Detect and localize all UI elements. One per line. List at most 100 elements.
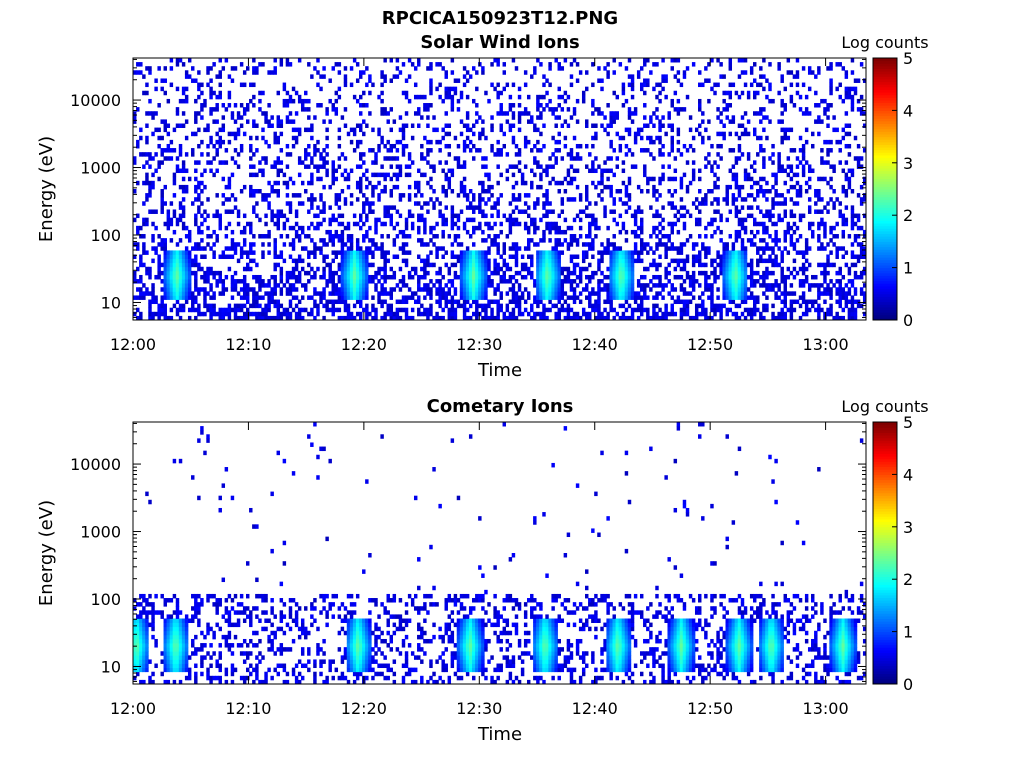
heatmap-cell: [413, 201, 418, 206]
heatmap-cell: [743, 250, 748, 255]
heatmap-cell: [291, 119, 296, 124]
heatmap-cell: [621, 103, 626, 108]
heatmap-cell: [569, 295, 574, 300]
heatmap-cell: [447, 299, 452, 305]
heatmap-cell: [151, 209, 155, 214]
heatmap-cell: [184, 279, 189, 284]
heatmap-cell: [749, 205, 754, 210]
heatmap-cell: [817, 193, 821, 198]
heatmap-cell: [282, 180, 287, 186]
heatmap-cell: [807, 225, 812, 231]
heatmap-cell: [478, 148, 482, 153]
heatmap-cell: [246, 299, 250, 305]
heatmap-cell: [832, 225, 836, 231]
heatmap-cell: [359, 303, 363, 309]
heatmap-cell: [429, 291, 433, 296]
heatmap-cell: [649, 262, 653, 268]
heatmap-cell: [206, 213, 210, 219]
heatmap-cell: [349, 258, 354, 264]
heatmap-cell: [811, 70, 815, 75]
heatmap-cell: [832, 201, 836, 206]
heatmap-cell: [548, 254, 552, 259]
heatmap-cell: [163, 148, 167, 153]
heatmap-cell: [261, 311, 265, 317]
heatmap-cell: [200, 221, 204, 227]
heatmap-cell: [548, 287, 552, 292]
heatmap-cell: [450, 262, 455, 268]
heatmap-cell: [242, 291, 247, 296]
heatmap-cell: [291, 295, 296, 300]
heatmap-cell: [276, 115, 280, 120]
heatmap-cell: [355, 242, 360, 247]
heatmap-cell: [505, 234, 510, 239]
heatmap-cell: [481, 291, 485, 296]
heatmap-cell: [279, 58, 284, 63]
heatmap-cell: [801, 168, 806, 174]
heatmap-cell: [817, 131, 821, 137]
heatmap-cell: [343, 295, 348, 300]
heatmap-cell: [713, 90, 717, 96]
heatmap-cell: [169, 307, 174, 313]
heatmap-cell: [423, 103, 427, 108]
heatmap-cell: [740, 270, 745, 276]
heatmap-cell: [743, 168, 748, 174]
heatmap-cell: [804, 303, 809, 309]
heatmap-cell: [551, 270, 555, 276]
heatmap-cell: [151, 311, 155, 317]
heatmap-cell: [594, 184, 598, 190]
heatmap-cell: [585, 266, 589, 272]
heatmap-cell: [209, 266, 213, 272]
heatmap-cell: [740, 283, 745, 288]
heatmap-cell: [151, 283, 155, 288]
heatmap-cell: [615, 111, 620, 116]
heatmap-cell: [493, 266, 497, 272]
heatmap-cell: [722, 274, 726, 280]
heatmap-cell: [490, 242, 494, 247]
heatmap-cell: [300, 160, 305, 165]
heatmap-cell: [487, 303, 491, 309]
heatmap-cell: [820, 209, 824, 214]
heatmap-cell: [413, 111, 418, 116]
heatmap-cell: [759, 283, 763, 288]
heatmap-cell: [661, 115, 665, 120]
heatmap-cell: [533, 221, 537, 227]
heatmap-cell: [472, 193, 476, 198]
heatmap-cell: [383, 274, 387, 280]
heatmap-cell: [670, 225, 674, 231]
heatmap-cell: [475, 274, 479, 280]
heatmap-cell: [481, 131, 485, 137]
heatmap-cell: [835, 315, 839, 321]
heatmap-cell: [838, 299, 842, 305]
heatmap-cell: [780, 279, 784, 284]
heatmap-cell: [572, 238, 577, 243]
heatmap-cell: [517, 299, 522, 305]
heatmap-cell: [487, 197, 491, 202]
heatmap-cell: [291, 98, 296, 104]
heatmap-cell: [542, 201, 546, 206]
heatmap-cell: [322, 148, 326, 153]
heatmap-cell: [627, 107, 632, 112]
heatmap-cell: [438, 201, 442, 206]
heatmap-cell: [386, 291, 390, 296]
heatmap-cell: [807, 246, 812, 251]
heatmap-cell: [643, 172, 647, 178]
heatmap-cell: [475, 250, 479, 255]
heatmap-cell: [701, 299, 705, 305]
heatmap-cell: [688, 180, 693, 186]
heatmap-cell: [242, 70, 247, 75]
heatmap-cell: [594, 135, 598, 141]
heatmap-cell: [749, 270, 754, 276]
heatmap-cell: [673, 107, 678, 112]
heatmap-cell: [355, 274, 360, 280]
heatmap-cell: [838, 287, 842, 292]
heatmap-cell: [145, 160, 149, 165]
heatmap-cell: [316, 103, 320, 108]
heatmap-cell: [542, 143, 546, 149]
heatmap-cell: [609, 156, 613, 161]
heatmap-cell: [823, 225, 827, 231]
heatmap-cell: [716, 107, 720, 112]
heatmap-cell: [181, 221, 186, 227]
heatmap-cell: [737, 315, 742, 321]
heatmap-cell: [511, 254, 516, 259]
heatmap-cell: [276, 160, 280, 165]
